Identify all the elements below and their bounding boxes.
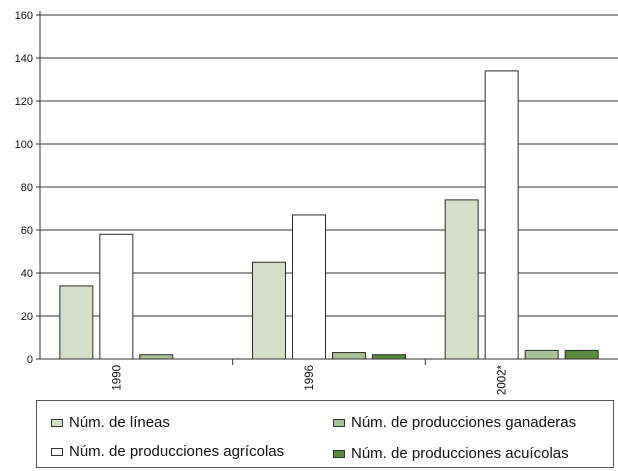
legend: Núm. de líneas Núm. de producciones gana… — [36, 400, 614, 468]
bar-acuicolas-1996 — [372, 354, 406, 360]
y-tick-label-60: 60 — [21, 225, 33, 237]
bar-agricolas-2002 — [484, 70, 519, 360]
legend-swatch-ganaderas — [333, 418, 345, 427]
y-tick-label-160: 160 — [15, 10, 33, 22]
legend-item-ganaderas: Núm. de producciones ganaderas — [333, 414, 576, 431]
bar-ganaderas-1996 — [332, 352, 366, 360]
y-tick-label-140: 140 — [15, 53, 33, 65]
legend-label-lineas: Núm. de líneas — [69, 414, 170, 431]
y-tick-label-20: 20 — [21, 311, 33, 323]
legend-swatch-lineas — [51, 418, 63, 427]
bar-acuicolas-2002 — [564, 349, 599, 360]
bar-agricolas-1996 — [292, 214, 326, 360]
legend-label-agricolas: Núm. de producciones agrícolas — [69, 443, 285, 460]
legend-swatch-acuicolas — [333, 449, 345, 458]
gridlines — [40, 14, 618, 317]
y-tick-label-120: 120 — [15, 96, 33, 108]
legend-label-acuicolas: Núm. de producciones acuícolas — [351, 445, 569, 462]
legend-label-ganaderas: Núm. de producciones ganaderas — [351, 414, 577, 431]
bar-ganaderas-1990 — [139, 354, 174, 360]
bar-lineas-1990 — [59, 285, 94, 360]
bar-chart: 0 20 40 60 80 100 120 140 160 1990 1996 2002* — [15, 10, 618, 395]
legend-item-acuicolas: Núm. de producciones acuícolas — [333, 445, 569, 462]
bar-ganaderas-2002 — [524, 349, 559, 360]
y-tick-label-40: 40 — [21, 268, 33, 280]
x-tick-label-1990: 1990 — [111, 365, 123, 391]
bar-agricolas-1990 — [99, 233, 134, 360]
bar-lineas-1996 — [252, 261, 286, 360]
legend-swatch-agricolas — [51, 447, 63, 456]
legend-item-agricolas: Núm. de producciones agrícolas — [51, 443, 284, 460]
legend-item-lineas: Núm. de líneas — [51, 414, 170, 431]
y-tick-label-80: 80 — [21, 182, 33, 194]
x-tick-label-2002: 2002* — [497, 364, 509, 395]
y-tick-label-0: 0 — [27, 354, 33, 366]
bar-lineas-2002 — [444, 199, 479, 360]
axes: 0 20 40 60 80 100 120 140 160 1990 1996 2002* — [15, 10, 618, 395]
y-tick-label-100: 100 — [15, 139, 33, 151]
x-tick-label-1996: 1996 — [304, 365, 316, 391]
